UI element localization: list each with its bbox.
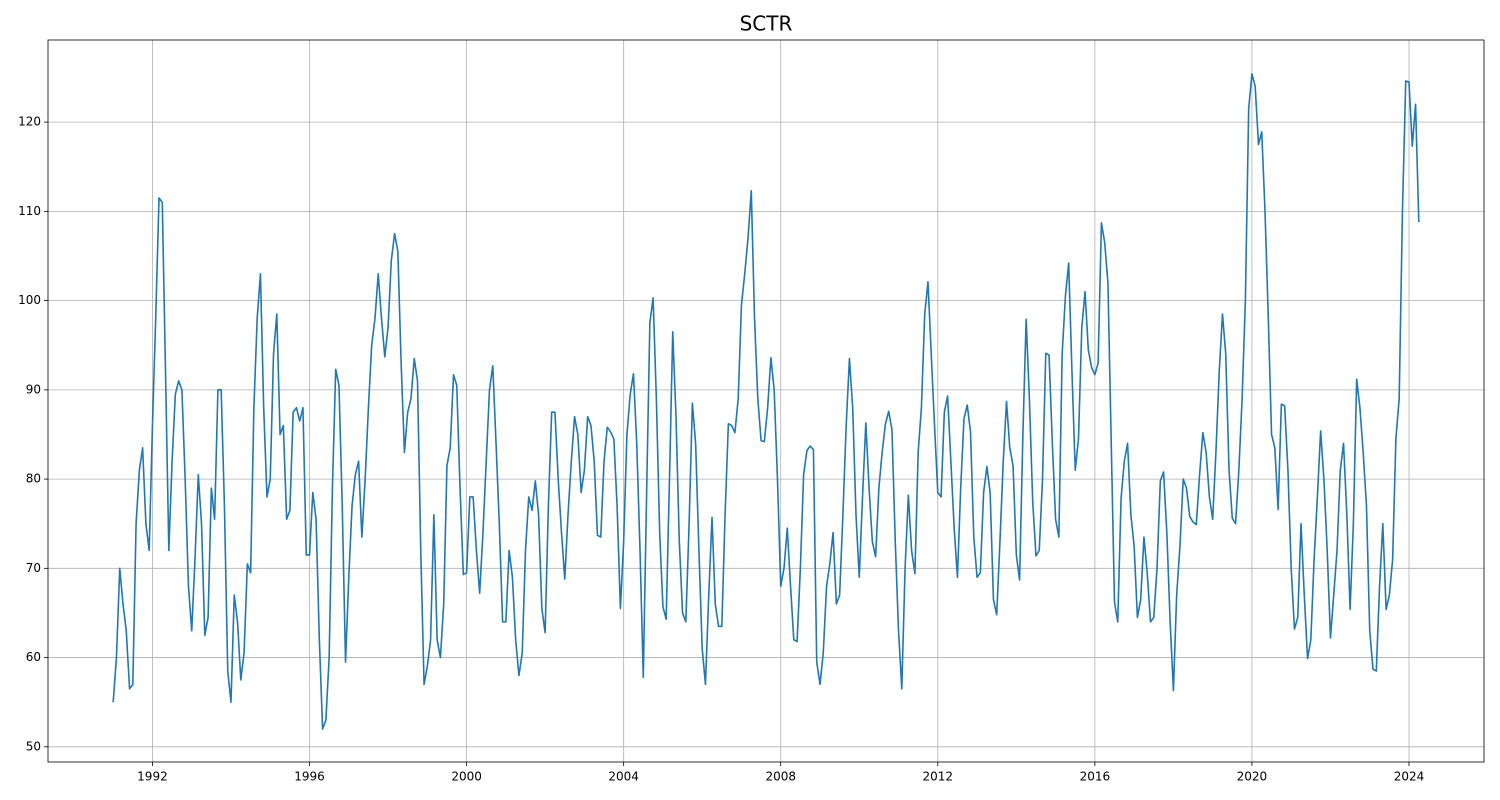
x-tick-label: 1996 (294, 770, 325, 784)
y-tick-label: 70 (26, 561, 41, 575)
x-tick-label: 2020 (1237, 770, 1268, 784)
x-tick-label: 2024 (1394, 770, 1425, 784)
x-tick-label: 2008 (765, 770, 796, 784)
y-tick-label: 100 (18, 293, 41, 307)
y-tick-label: 90 (26, 382, 41, 396)
x-tick-label: 2016 (1080, 770, 1111, 784)
y-tick-label: 60 (26, 650, 41, 664)
chart-title: SCTR (740, 12, 793, 36)
x-tick-label: 2012 (923, 770, 954, 784)
y-tick-label: 80 (26, 472, 41, 486)
x-tick-label: 2000 (451, 770, 482, 784)
y-tick-label: 50 (26, 739, 41, 753)
y-tick-label: 110 (18, 204, 41, 218)
axes-frame (47, 39, 1485, 763)
y-tick-label: 120 (18, 115, 41, 129)
grid (48, 40, 1484, 762)
data-line (112, 73, 1420, 730)
plot (112, 73, 1420, 730)
x-tick-label: 1992 (137, 770, 168, 784)
x-tick-label: 2004 (608, 770, 639, 784)
